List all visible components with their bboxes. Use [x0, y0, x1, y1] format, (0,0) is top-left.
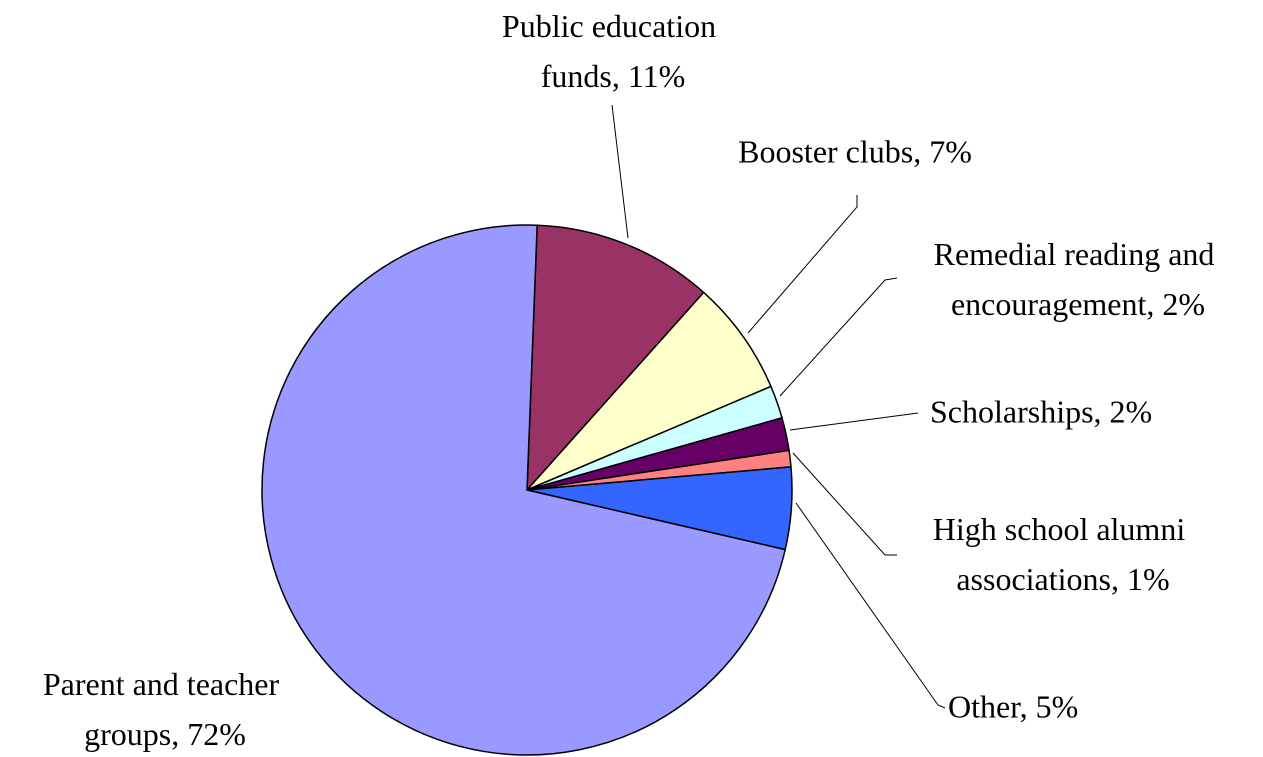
leader-line [795, 502, 946, 709]
data-label: Booster clubs, 7% [738, 133, 972, 169]
label-line: groups, 72% [84, 716, 246, 752]
data-label: Parent and teacher groups, 72% [43, 666, 287, 752]
pie-slice [261, 224, 787, 756]
leader-line [747, 195, 858, 334]
leader-line [779, 277, 898, 397]
leader-line [789, 412, 919, 431]
data-label: Public education funds, 11% [502, 8, 724, 94]
data-label: Scholarships, 2% [930, 393, 1152, 429]
leader-line [792, 452, 897, 556]
label-line: funds, 11% [541, 58, 686, 94]
label-line: associations, 1% [956, 561, 1169, 597]
label-line: Parent and teacher [43, 666, 287, 702]
pie-slice [526, 291, 772, 491]
data-label: Remedial reading and encouragement, 2% [934, 236, 1223, 322]
label-line: Remedial reading and [934, 236, 1223, 272]
label-line: High school alumni [933, 511, 1193, 547]
data-label: High school alumni associations, 1% [933, 511, 1193, 597]
data-label: Other, 5% [948, 688, 1078, 724]
pie-slice [526, 224, 705, 493]
label-line: encouragement, 2% [951, 286, 1205, 322]
leader-line [611, 104, 629, 239]
label-line: Public education [502, 8, 724, 44]
